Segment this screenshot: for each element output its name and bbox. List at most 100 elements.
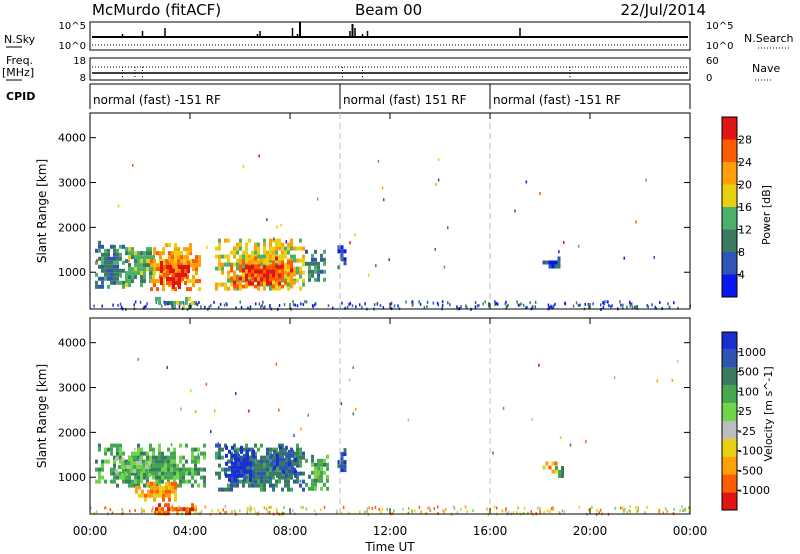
echo-cell xyxy=(197,459,200,464)
echo-cell xyxy=(299,258,302,263)
echo-cell xyxy=(119,455,122,460)
colorbar-tick-label-3: 16 xyxy=(738,201,752,214)
echo-cell xyxy=(158,507,161,512)
echo-cell xyxy=(326,474,329,479)
echo-cell xyxy=(133,469,136,473)
echo-cell xyxy=(236,258,239,263)
scatter-point xyxy=(348,378,351,382)
scatter-point xyxy=(552,506,554,510)
scatter-point xyxy=(217,508,219,512)
echo-cell xyxy=(158,475,161,480)
echo-cell xyxy=(285,457,288,462)
echo-cell xyxy=(320,466,323,471)
cpid-segment-label-0: normal (fast) -151 RF xyxy=(93,93,221,107)
echo-cell xyxy=(164,467,167,472)
echo-cell xyxy=(149,267,152,272)
echo-cell xyxy=(181,277,184,281)
echo-cell xyxy=(173,304,176,309)
scatter-point xyxy=(294,303,296,307)
echo-cell xyxy=(148,473,151,477)
echo-cell xyxy=(548,264,552,269)
scatter-point xyxy=(505,300,507,304)
echo-cell xyxy=(125,275,128,280)
echo-cell xyxy=(137,255,140,260)
scatter-point xyxy=(563,241,565,244)
echo-cell xyxy=(168,485,171,490)
scatter-point xyxy=(538,363,540,367)
echo-cell xyxy=(311,462,314,467)
echo-cell xyxy=(260,459,263,464)
scatter-point xyxy=(217,306,220,310)
scatter-point xyxy=(213,300,215,304)
echo-cell xyxy=(104,248,107,253)
echo-cell xyxy=(167,459,170,464)
scatter-point xyxy=(539,192,541,195)
scatter-point xyxy=(258,511,260,515)
echo-cell xyxy=(248,459,251,464)
echo-cell xyxy=(243,461,246,466)
echo-cell xyxy=(168,481,171,486)
echo-cell xyxy=(251,276,254,281)
echo-cell xyxy=(140,251,143,256)
scatter-point xyxy=(434,247,436,251)
echo-cell xyxy=(146,471,149,476)
echo-cell xyxy=(159,255,162,260)
echo-cell xyxy=(203,467,206,472)
echo-cell xyxy=(278,265,281,270)
scatter-point xyxy=(266,218,268,222)
echo-cell xyxy=(194,459,197,464)
echo-cell xyxy=(272,254,275,259)
echo-cell xyxy=(317,265,320,270)
echo-cell xyxy=(176,471,179,476)
scatter-point xyxy=(276,511,278,515)
scatter-point xyxy=(346,305,349,309)
colorbar-tick-label-0: 4 xyxy=(738,269,745,282)
echo-cell xyxy=(561,474,564,478)
scatter-point xyxy=(474,301,477,304)
echo-cell xyxy=(245,467,248,472)
echo-cell xyxy=(183,255,186,260)
echo-cell xyxy=(554,264,558,269)
scatter-point xyxy=(96,259,98,263)
echo-cell xyxy=(290,264,293,269)
scatter-point xyxy=(411,303,414,307)
echo-cell xyxy=(170,451,173,456)
echo-cell xyxy=(269,479,272,484)
echo-cell xyxy=(162,247,165,252)
scatter-point xyxy=(285,240,287,244)
echo-cell xyxy=(248,254,251,259)
echo-cell xyxy=(251,269,254,274)
scatter-point xyxy=(572,304,575,308)
echo-cell xyxy=(320,462,323,467)
scatter-point xyxy=(453,506,456,510)
echo-cell xyxy=(343,452,347,457)
echo-cell xyxy=(195,259,198,264)
echo-cell xyxy=(140,255,143,260)
echo-cell xyxy=(291,461,294,466)
echo-cell xyxy=(311,261,314,266)
scatter-point xyxy=(428,506,431,510)
echo-cell xyxy=(272,459,275,464)
scatter-point xyxy=(465,304,467,308)
echo-cell xyxy=(162,485,165,490)
echo-cell xyxy=(323,482,326,487)
echo-cell xyxy=(215,443,218,448)
echo-cell xyxy=(317,458,320,463)
echo-cell xyxy=(234,477,237,482)
echo-cell xyxy=(228,449,231,454)
echo-cell xyxy=(116,272,119,277)
echo-cell xyxy=(269,273,272,278)
echo-cell xyxy=(186,255,189,260)
echo-cell xyxy=(200,451,203,456)
echo-cell xyxy=(156,287,159,292)
echo-cell xyxy=(131,483,134,488)
echo-cell xyxy=(320,478,323,483)
scatter-point xyxy=(121,508,123,511)
echo-cell xyxy=(113,455,116,460)
echo-cell xyxy=(239,246,242,251)
scatter-point xyxy=(349,301,352,305)
echo-cell xyxy=(153,259,156,264)
echo-cell xyxy=(266,273,269,278)
echo-cell xyxy=(254,463,257,468)
